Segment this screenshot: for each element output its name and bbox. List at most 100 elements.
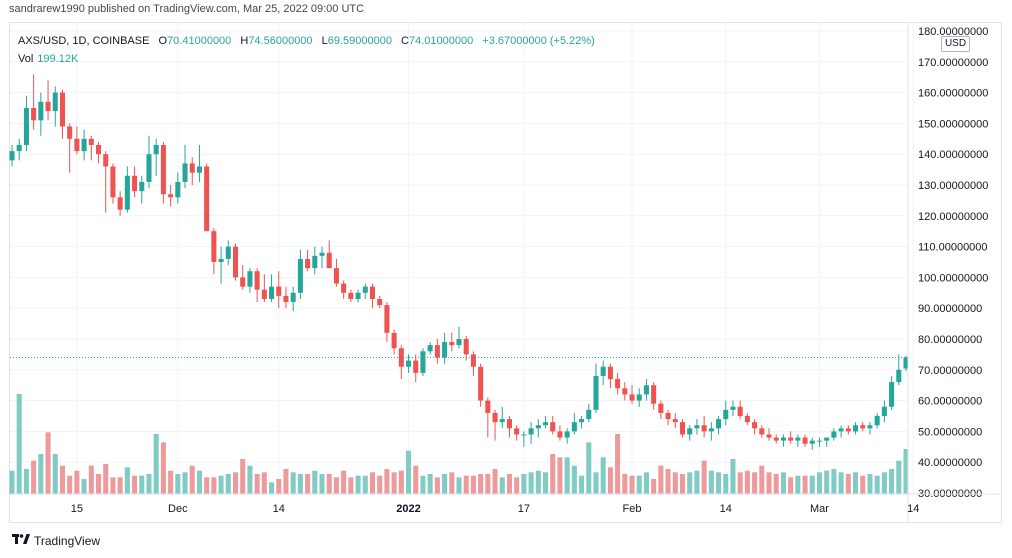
volume-bar	[499, 477, 505, 494]
candle-body	[716, 419, 722, 429]
volume-bar	[780, 472, 786, 494]
candle-body	[600, 366, 606, 376]
candle	[788, 431, 794, 444]
candle-body	[672, 419, 678, 423]
volume-bar	[622, 474, 628, 494]
candle	[74, 126, 80, 155]
candle	[398, 345, 404, 380]
volume-bar	[355, 475, 361, 494]
price-candles	[9, 74, 909, 450]
candle-body	[463, 339, 469, 355]
volume-bar	[860, 475, 866, 494]
volume-bar	[478, 474, 484, 494]
candle	[377, 295, 383, 309]
candle	[730, 400, 736, 416]
time-tick-label: 14	[907, 503, 919, 515]
volume-bar	[146, 474, 152, 494]
candle	[218, 246, 224, 284]
candle-body	[824, 437, 830, 441]
close-value: 74.01000000	[408, 35, 474, 47]
volume-bar	[240, 459, 246, 494]
candle	[485, 397, 491, 438]
volume-bar	[809, 475, 815, 494]
candle	[694, 419, 700, 435]
candle-body	[413, 360, 419, 373]
candle-body	[117, 197, 123, 210]
volume-bar	[110, 477, 116, 494]
candle	[196, 144, 202, 182]
candle-body	[795, 437, 801, 441]
chart-frame[interactable]	[9, 22, 1002, 523]
candle	[153, 138, 159, 176]
volume-bar	[571, 465, 577, 494]
volume-bar	[881, 472, 887, 494]
candle-body	[9, 151, 15, 161]
candle	[442, 332, 448, 364]
candle-body	[456, 339, 462, 346]
volume-bar	[139, 475, 145, 494]
candle-body	[45, 101, 51, 112]
volume-bar	[254, 474, 260, 494]
volume-bar	[52, 454, 58, 494]
volume-bar	[59, 465, 65, 494]
candle	[146, 135, 152, 189]
candle	[492, 409, 498, 441]
candle-body	[838, 428, 844, 432]
time-tick-label: Dec	[168, 503, 188, 515]
currency-button[interactable]: USD	[941, 36, 970, 52]
volume-bar	[701, 460, 707, 494]
volume-bar	[132, 475, 138, 494]
candle	[586, 403, 592, 423]
volume-bar	[867, 474, 873, 494]
volume-bar	[406, 450, 412, 494]
volume-bar	[341, 470, 347, 494]
candle-body	[283, 295, 289, 303]
candle	[182, 144, 188, 189]
candle	[723, 400, 729, 426]
volume-bar	[557, 457, 563, 494]
volume-bar	[744, 470, 750, 494]
candle-body	[110, 166, 116, 198]
candle	[542, 416, 549, 429]
candle-body	[319, 252, 325, 256]
price-tick-label: 40.00000000	[918, 457, 982, 469]
candle-body	[341, 283, 347, 293]
volume-bar	[463, 475, 469, 494]
candle	[571, 412, 577, 435]
candle-body	[175, 181, 181, 198]
candle	[478, 363, 484, 407]
volume-bar	[773, 474, 779, 494]
candle-body	[449, 342, 455, 346]
tradingview-logo-icon	[12, 533, 30, 548]
volume-bar	[766, 472, 772, 494]
candle	[117, 191, 123, 216]
time-tick-label: Mar	[810, 503, 829, 515]
candle-body	[420, 351, 426, 373]
candle	[240, 265, 246, 290]
close-label: C	[401, 35, 409, 47]
volume-bar	[290, 472, 296, 494]
symbol-label: AXS/USD, 1D, COINBASE	[18, 35, 150, 47]
candle	[348, 289, 354, 303]
volume-bar	[16, 394, 22, 494]
candle	[211, 228, 217, 275]
candle	[276, 271, 282, 309]
volume-bar	[38, 454, 44, 494]
volume-bar	[189, 465, 195, 494]
candle	[38, 92, 44, 136]
volume-bar	[564, 457, 570, 494]
candle	[168, 185, 174, 207]
time-tick-label: 14	[273, 503, 285, 515]
candle-body	[831, 431, 837, 438]
footer-brand[interactable]: TradingView	[12, 533, 100, 548]
volume-bar	[514, 477, 520, 494]
candle	[658, 400, 664, 420]
volume-bar	[470, 475, 476, 494]
candle-body	[499, 419, 505, 423]
volume-bar	[23, 469, 29, 494]
candle	[672, 412, 678, 429]
candle	[67, 123, 73, 173]
volume-bar	[636, 475, 642, 494]
candle-body	[355, 292, 361, 299]
